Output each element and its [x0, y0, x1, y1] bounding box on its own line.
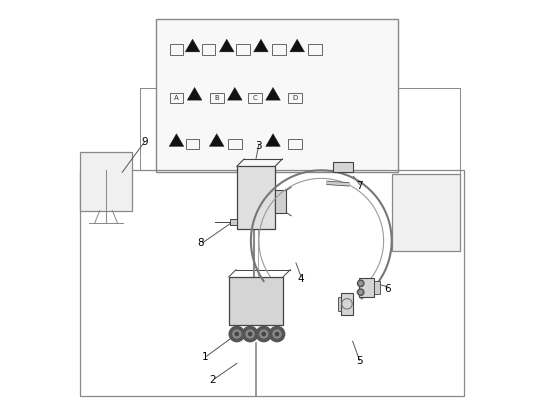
Text: 9: 9 — [141, 137, 147, 147]
Bar — [308, 45, 322, 55]
Text: 3: 3 — [256, 141, 262, 151]
Text: A: A — [174, 94, 179, 100]
Text: 8: 8 — [197, 238, 204, 248]
Text: 1: 1 — [201, 352, 208, 362]
Bar — [230, 219, 237, 225]
Circle shape — [242, 326, 258, 342]
Circle shape — [262, 333, 266, 336]
Circle shape — [229, 326, 244, 342]
Bar — [236, 45, 250, 55]
Text: D: D — [293, 94, 298, 100]
Text: B: B — [214, 94, 219, 100]
Circle shape — [235, 333, 238, 336]
Bar — [228, 139, 242, 149]
Circle shape — [273, 330, 281, 338]
Bar — [229, 277, 283, 325]
Bar — [374, 281, 379, 294]
Circle shape — [233, 330, 241, 338]
Bar — [275, 190, 286, 213]
Circle shape — [275, 333, 279, 336]
Bar — [288, 139, 302, 149]
Bar — [80, 152, 132, 211]
Text: 4: 4 — [298, 274, 305, 284]
Text: C: C — [253, 94, 257, 100]
Circle shape — [246, 330, 254, 338]
Bar — [272, 45, 286, 55]
Bar — [288, 93, 302, 103]
Bar — [156, 19, 398, 173]
Text: 5: 5 — [356, 356, 363, 367]
Circle shape — [358, 289, 364, 295]
Bar — [341, 293, 353, 315]
Bar — [248, 93, 262, 103]
Circle shape — [359, 290, 362, 294]
Circle shape — [358, 280, 364, 287]
Bar — [202, 45, 216, 55]
Bar — [186, 139, 199, 149]
Text: 2: 2 — [209, 375, 216, 385]
Text: 6: 6 — [384, 284, 391, 294]
Circle shape — [359, 282, 362, 285]
Bar — [170, 93, 183, 103]
Bar — [237, 166, 275, 229]
Bar — [359, 278, 374, 297]
Bar — [80, 171, 464, 396]
Circle shape — [260, 330, 268, 338]
Bar — [333, 162, 353, 173]
Bar — [170, 45, 183, 55]
Circle shape — [269, 326, 285, 342]
Bar — [210, 93, 223, 103]
Bar — [392, 174, 460, 251]
Circle shape — [248, 333, 251, 336]
Bar — [338, 297, 341, 311]
Text: 7: 7 — [356, 181, 363, 192]
Circle shape — [256, 326, 272, 342]
